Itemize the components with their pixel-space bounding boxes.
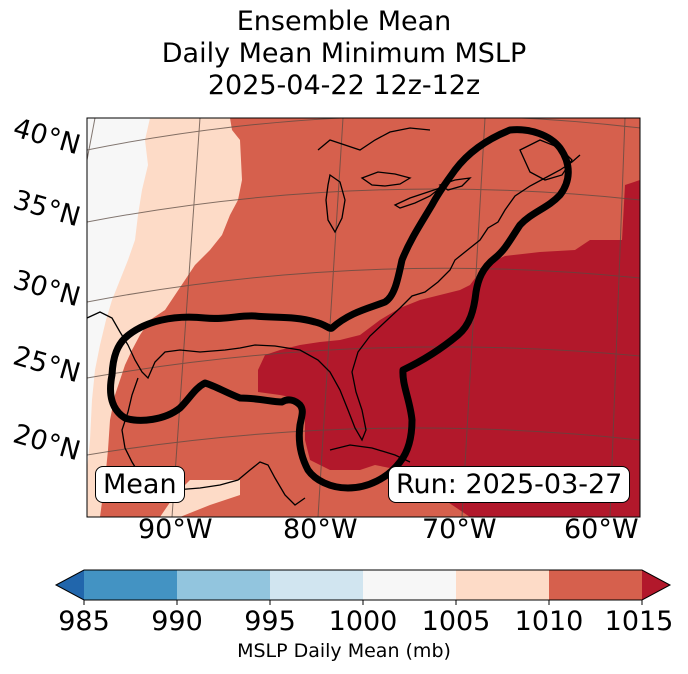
great-lakes-north — [317, 127, 431, 151]
colorbar-extend-low — [56, 570, 84, 600]
colorbar-segment-1010-1015 — [549, 570, 642, 600]
us-coastline — [87, 154, 581, 442]
colorbar-tick-990: 990 — [151, 606, 203, 637]
lon-label-80: 80°W — [283, 514, 358, 545]
mexico-coastline — [121, 377, 306, 506]
colorbar-segment-1000-1005 — [363, 570, 456, 600]
mslp-fill-995-1000 — [87, 118, 150, 470]
lon-label-90: 90°W — [138, 514, 213, 545]
map-area — [87, 118, 640, 517]
contour-1010-outline — [107, 126, 572, 492]
title-line-3: 2025-04-22 12z-12z — [207, 70, 481, 101]
colorbar-tick-995: 995 — [244, 606, 296, 637]
colorbar-segment-990-995 — [177, 570, 270, 600]
colorbar-tick-1010: 1010 — [514, 606, 584, 637]
mslp-fill-bottom-west — [160, 480, 240, 517]
lake-ontario — [438, 177, 472, 191]
colorbar-segment-1005-1010 — [456, 570, 549, 600]
colorbar-extend-high — [642, 570, 670, 600]
colorbar — [54, 569, 672, 605]
title-line-1: Ensemble Mean — [236, 6, 452, 37]
grid-lat-20 — [87, 427, 640, 456]
title-line-2: Daily Mean Minimum MSLP — [161, 38, 527, 69]
grid-lon-100 — [87, 118, 96, 161]
colorbar-tick-1005: 1005 — [421, 606, 491, 637]
colorbar-segment-995-1000 — [270, 570, 363, 600]
map-frame — [86, 117, 641, 518]
grid-lon-60 — [609, 118, 626, 517]
coastlines — [87, 127, 581, 506]
grid-lat-30 — [87, 267, 640, 303]
grid-lon-80 — [317, 118, 344, 517]
colorbar-tick-985: 985 — [58, 606, 110, 637]
lake-erie — [393, 187, 441, 209]
lake-huron — [360, 171, 412, 187]
colorbar-label: MSLP Daily Mean (mb) — [237, 640, 451, 662]
run-date-box: Run: 2025-03-27 — [388, 466, 631, 503]
colorbar-tick-1015: 1015 — [604, 606, 674, 637]
mslp-fill-1010-1015 — [258, 180, 640, 517]
grid-lat-25 — [87, 346, 640, 379]
colorbar-ticks — [83, 600, 643, 605]
lake-michigan — [325, 173, 346, 234]
mean-label-box: Mean — [95, 466, 185, 503]
lon-label-70: 70°W — [422, 514, 497, 545]
grid-lat-40 — [87, 118, 640, 151]
colorbar-tick-1000: 1000 — [328, 606, 398, 637]
colorbar-segment-985-990 — [84, 570, 177, 600]
lon-label-60: 60°W — [564, 514, 639, 545]
